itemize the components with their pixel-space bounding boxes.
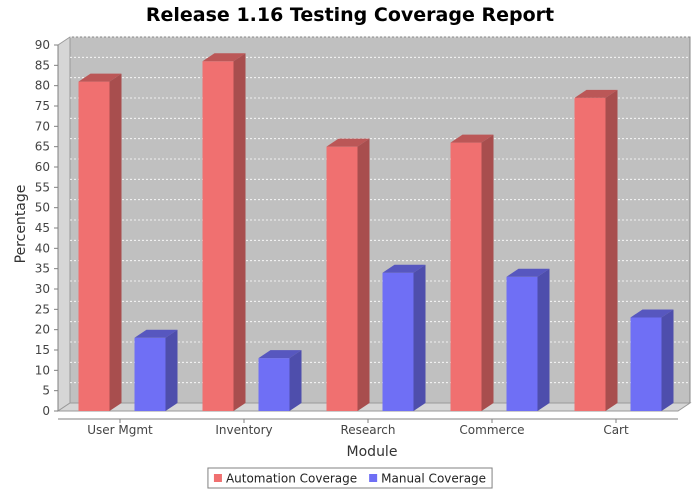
y-tick-label: 0 xyxy=(42,404,50,418)
y-tick-label: 10 xyxy=(35,363,50,377)
y-tick-label: 25 xyxy=(35,302,50,316)
legend-item: Automation Coverage xyxy=(213,472,357,486)
bar-side xyxy=(537,268,550,411)
bar xyxy=(134,329,178,411)
chart-title: Release 1.16 Testing Coverage Report xyxy=(146,4,554,26)
y-tick-label: 50 xyxy=(35,201,50,215)
bar-side xyxy=(233,53,246,412)
bar-top xyxy=(326,138,370,147)
bar-side xyxy=(605,89,618,411)
bar-front xyxy=(202,61,234,412)
legend: Automation Coverage Manual Coverage xyxy=(207,467,493,489)
y-axis-label: Percentage xyxy=(13,185,29,264)
bar-top xyxy=(574,89,618,98)
bar xyxy=(450,134,494,411)
x-tick-label: User Mgmt xyxy=(87,423,153,437)
bars xyxy=(78,53,674,412)
y-tick-label: 40 xyxy=(35,241,50,255)
bar xyxy=(630,309,674,411)
y-tick-label: 75 xyxy=(35,99,50,113)
y-tick-label: 15 xyxy=(35,343,50,357)
bar-top xyxy=(258,350,302,359)
bar-top xyxy=(506,268,550,277)
y-tick-label: 20 xyxy=(35,323,50,337)
bar-side xyxy=(357,138,370,411)
bar-front xyxy=(382,272,414,411)
y-tick-label: 65 xyxy=(35,140,50,154)
bar-front xyxy=(574,97,606,411)
bar-top xyxy=(630,309,674,318)
x-tick-label: Inventory xyxy=(215,423,272,437)
y-tick-label: 30 xyxy=(35,282,50,296)
y-axis-ticks: 0 5 10 15 20 25 30 35 40 45 50 55 60 65 70 75 80 85 90 xyxy=(35,38,59,418)
bar-front xyxy=(506,276,538,411)
x-tick-label: Commerce xyxy=(459,423,524,437)
plot-left-wall xyxy=(57,36,71,412)
y-tick-label: 70 xyxy=(35,119,50,133)
plot-outline xyxy=(70,36,691,403)
bar-side xyxy=(165,329,178,411)
bar-side xyxy=(481,134,494,411)
bar xyxy=(326,138,370,411)
bar xyxy=(202,53,246,412)
bar xyxy=(78,73,122,411)
y-tick-label: 35 xyxy=(35,262,50,276)
bar-top xyxy=(202,53,246,62)
bar-side xyxy=(661,309,674,411)
y-tick-label: 55 xyxy=(35,180,50,194)
bar-front xyxy=(630,317,662,411)
legend-item: Manual Coverage xyxy=(369,472,486,486)
bar-side xyxy=(413,264,426,411)
x-axis-label: Module xyxy=(347,444,398,460)
bar xyxy=(506,268,550,411)
y-tick-label: 85 xyxy=(35,58,50,72)
bar xyxy=(258,350,302,411)
legend-label: Manual Coverage xyxy=(381,472,486,486)
bar xyxy=(574,89,618,411)
bar-top xyxy=(450,134,494,143)
x-tick-label: Research xyxy=(340,423,395,437)
y-tick-label: 45 xyxy=(35,221,50,235)
y-tick-label: 80 xyxy=(35,79,50,93)
x-tick-label: Cart xyxy=(603,423,629,437)
bar-front xyxy=(78,81,110,411)
bar-front xyxy=(258,358,290,411)
y-tick-label: 5 xyxy=(42,384,50,398)
bar-front xyxy=(326,146,358,411)
bar-front xyxy=(450,142,482,411)
legend-swatch xyxy=(369,474,378,482)
legend-label: Automation Coverage xyxy=(226,472,357,486)
bar-side xyxy=(289,350,302,411)
bar xyxy=(382,264,426,411)
y-tick-label: 60 xyxy=(35,160,50,174)
bar-top xyxy=(78,73,122,82)
legend-swatch xyxy=(213,474,222,482)
y-tick-label: 90 xyxy=(35,38,50,52)
bar-front xyxy=(134,337,166,411)
bar-top xyxy=(382,264,426,273)
bar-side xyxy=(109,73,122,411)
x-axis-ticks: User Mgmt Inventory Research Commerce Cart xyxy=(58,418,678,437)
bar-top xyxy=(134,329,178,338)
legend-box xyxy=(207,467,493,489)
